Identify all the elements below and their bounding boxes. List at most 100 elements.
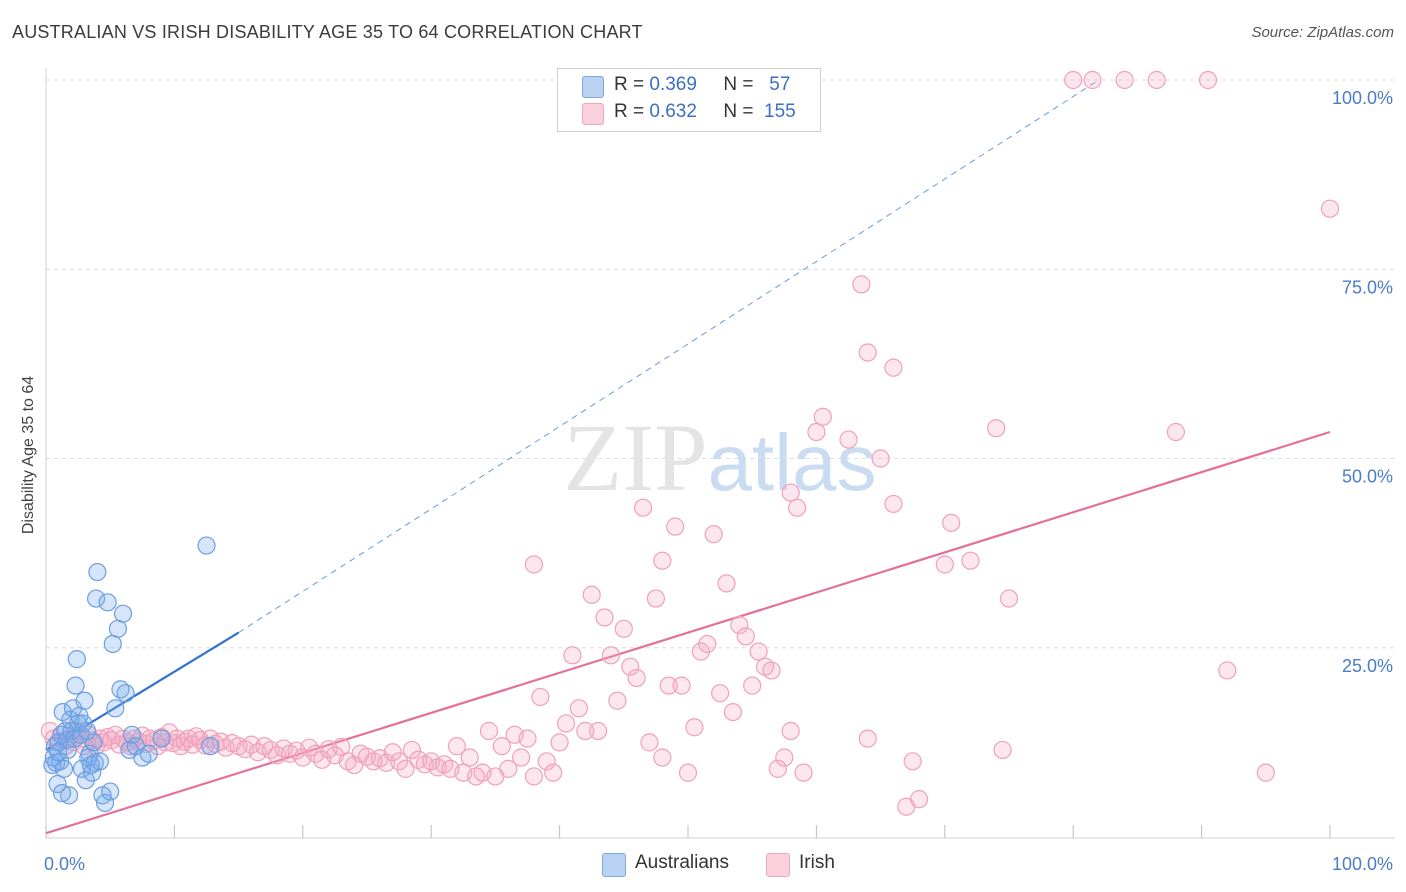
point-irish: [492, 737, 511, 756]
legend-r-label: R =: [614, 101, 645, 122]
point-irish: [1064, 70, 1083, 90]
point-irish: [396, 759, 415, 778]
point-australians: [101, 782, 120, 801]
series-label-irish: Irish: [799, 852, 835, 873]
point-irish: [852, 275, 871, 294]
point-irish: [1218, 661, 1237, 680]
point-australians: [67, 650, 86, 669]
point-irish: [582, 585, 601, 604]
watermark-zip: ZIP: [564, 404, 708, 511]
point-irish: [447, 737, 466, 756]
point-irish: [659, 676, 678, 695]
point-irish: [390, 752, 409, 771]
point-australians: [95, 793, 115, 813]
legend-n-value-irish: 155: [764, 101, 796, 122]
legend-swatch-irish: [582, 103, 604, 125]
point-irish: [544, 763, 563, 782]
point-irish: [781, 483, 800, 502]
point-irish: [666, 517, 685, 536]
point-irish: [383, 743, 402, 762]
point-irish: [531, 687, 550, 707]
point-australians: [48, 774, 67, 794]
point-irish: [762, 661, 781, 680]
point-irish: [627, 668, 646, 688]
point-irish: [961, 551, 980, 570]
chart-title: AUSTRALIAN VS IRISH DISABILITY AGE 35 TO…: [12, 22, 643, 42]
point-irish: [614, 619, 633, 638]
axis-ticks: 25.0% 50.0% 75.0% 100.0% 0.0% 100.0%: [44, 88, 1393, 874]
point-irish: [608, 691, 627, 710]
point-irish: [736, 627, 755, 646]
y-tick-label: 100.0%: [1332, 88, 1393, 108]
point-australians: [54, 759, 74, 778]
point-irish: [653, 551, 672, 570]
point-irish: [1320, 199, 1340, 218]
point-irish: [942, 513, 961, 532]
point-irish: [460, 748, 479, 767]
y-tick-label: 75.0%: [1342, 277, 1393, 297]
point-australians: [139, 744, 158, 763]
point-irish: [858, 343, 877, 362]
point-irish: [993, 740, 1012, 760]
y-tick-label: 25.0%: [1342, 656, 1393, 676]
gridlines: [46, 79, 1395, 649]
point-irish: [621, 657, 640, 676]
point-irish: [595, 608, 614, 627]
legend-r-value-australians: 0.369: [649, 74, 697, 95]
point-australians: [90, 752, 110, 771]
point-irish: [479, 721, 499, 741]
series-label-australians: Australians: [635, 852, 729, 873]
point-irish: [601, 646, 621, 665]
point-irish: [910, 790, 929, 809]
watermark: ZIPatlas: [564, 404, 877, 511]
point-australians: [52, 783, 72, 803]
legend-n-value-australians: 57: [769, 74, 791, 95]
series-swatch-australians: [602, 853, 626, 877]
x-tick-label: 0.0%: [44, 854, 85, 874]
point-irish: [781, 721, 800, 741]
point-australians: [98, 593, 117, 612]
point-irish: [749, 642, 768, 661]
point-irish: [935, 555, 954, 574]
point-irish: [871, 449, 890, 468]
point-irish: [743, 676, 762, 695]
point-irish: [345, 755, 364, 775]
point-irish: [839, 430, 858, 449]
point-irish: [1115, 70, 1134, 90]
point-irish: [672, 676, 691, 695]
point-australians: [49, 743, 68, 762]
trend-extension-australians: [238, 79, 1100, 634]
y-axis-label: Disability Age 35 to 64: [20, 376, 37, 534]
point-irish: [550, 733, 569, 752]
series-legend: Australians Irish: [0, 852, 1406, 878]
point-australians: [108, 619, 128, 638]
point-irish: [201, 729, 220, 748]
point-irish: [698, 634, 717, 654]
point-irish: [903, 752, 922, 771]
point-australians: [77, 721, 97, 741]
point-australians: [116, 684, 135, 703]
point-irish: [807, 422, 826, 442]
point-irish: [563, 646, 582, 665]
point-irish: [794, 763, 813, 782]
point-australians: [86, 589, 106, 608]
point-irish: [511, 748, 531, 767]
point-irish: [569, 699, 588, 718]
legend-r-value-irish: 0.632: [649, 101, 697, 122]
point-australians: [103, 634, 122, 654]
legend-n-label: N =: [723, 101, 754, 122]
point-australians: [75, 691, 94, 710]
legend-r-label: R =: [614, 74, 645, 95]
point-irish: [813, 407, 832, 426]
point-irish: [524, 555, 544, 574]
point-irish: [402, 740, 422, 760]
x-tick-label: 100.0%: [1332, 854, 1393, 874]
point-irish: [788, 498, 807, 517]
point-irish: [646, 589, 666, 608]
point-australians: [197, 536, 216, 555]
point-australians: [113, 604, 133, 623]
point-irish: [704, 525, 723, 544]
point-irish: [710, 684, 730, 703]
point-irish: [884, 494, 903, 514]
point-irish: [730, 615, 749, 635]
